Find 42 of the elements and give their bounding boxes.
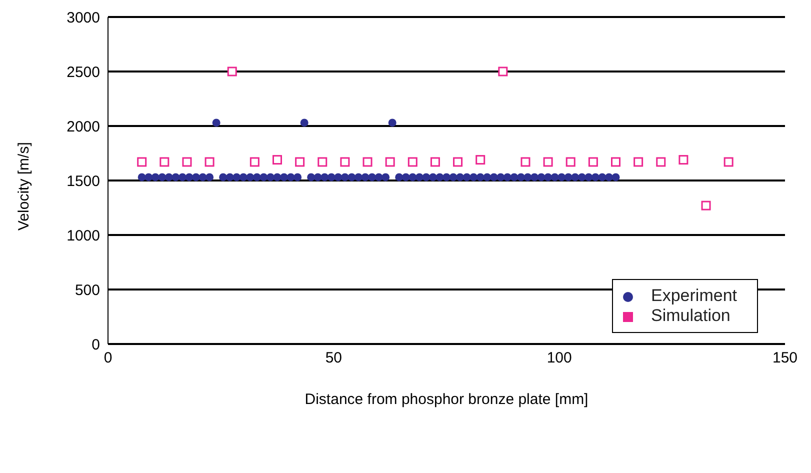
point — [430, 157, 440, 167]
point — [476, 155, 486, 165]
x-tick-label: 100 — [546, 350, 572, 367]
point — [701, 200, 711, 210]
point — [724, 157, 734, 167]
x-tick-label: 0 — [104, 350, 112, 367]
point — [160, 157, 170, 167]
point — [520, 157, 530, 167]
point — [408, 157, 418, 167]
y-tick-label: 1500 — [66, 172, 100, 190]
y-tick-label: 500 — [74, 282, 100, 299]
y-tick-label: 2000 — [66, 118, 100, 136]
x-tick-label: 50 — [325, 350, 342, 367]
point — [588, 157, 598, 167]
x-axis-title: Distance from phosphor bronze plate [mm] — [304, 391, 588, 408]
point — [272, 155, 282, 165]
legend-label: Simulation — [651, 306, 730, 325]
point — [182, 157, 192, 167]
y-tick-label: 0 — [92, 336, 100, 354]
point — [250, 157, 260, 167]
point — [295, 157, 305, 167]
point — [227, 66, 237, 76]
point — [318, 157, 328, 167]
y-tick-label: 1000 — [66, 227, 100, 244]
legend-label: Experiment — [651, 286, 737, 305]
x-tick-label: 150 — [772, 350, 798, 367]
y-tick-label: 3000 — [66, 9, 100, 26]
point — [634, 157, 644, 167]
point — [204, 157, 214, 167]
point — [678, 155, 688, 165]
point — [566, 157, 576, 167]
y-axis-title: Velocity [m/s] — [15, 142, 32, 230]
point — [340, 157, 350, 167]
point — [453, 157, 463, 167]
y-tick-label: 2500 — [66, 64, 100, 81]
point — [498, 66, 508, 76]
point — [137, 157, 147, 167]
point — [611, 157, 620, 167]
point — [656, 157, 666, 167]
point — [543, 157, 553, 167]
point — [362, 157, 372, 167]
point — [385, 157, 395, 167]
